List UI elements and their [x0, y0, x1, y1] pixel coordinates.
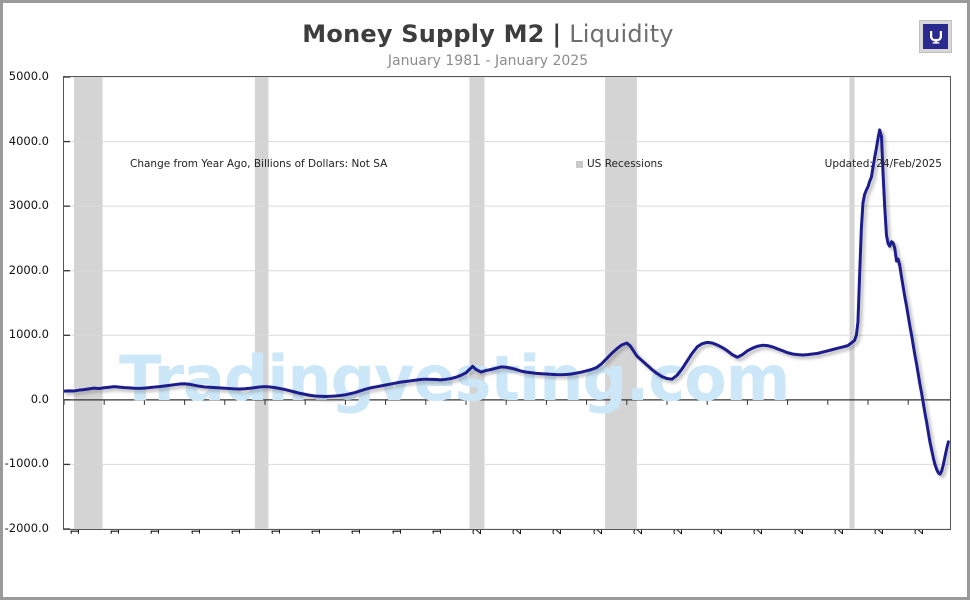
y-tick-label: 1000.0: [8, 327, 49, 342]
title-light: Liquidity: [569, 20, 674, 48]
y-tick-label: 3000.0: [8, 198, 49, 213]
title-bold: Money Supply M2: [302, 20, 545, 48]
recession-bands: [74, 77, 855, 529]
page-title: Money Supply M2 | Liquidity: [3, 20, 970, 48]
legend-label-us-recessions: US Recessions: [587, 158, 663, 170]
y-tick-marks: [64, 77, 70, 529]
y-axis: 5000.0 4000.0 3000.0 2000.0 1000.0 0.0 -1000.0…: [3, 3, 59, 603]
legend: US Recessions: [576, 158, 663, 170]
data-series: [64, 128, 950, 476]
grid-lines: [64, 77, 950, 529]
logo-inner: [923, 24, 948, 49]
bull-head-logo: [919, 20, 952, 53]
x-tick-marks: [64, 399, 909, 405]
series-canvas: [64, 128, 950, 476]
y-tick-label: 2000.0: [8, 262, 49, 277]
chart-canvas: [64, 77, 950, 529]
y-tick-label: 5000.0: [8, 69, 49, 83]
y-tick-label: -1000.0: [4, 456, 49, 471]
units-label: Change from Year Ago, Billions of Dollar…: [130, 158, 388, 170]
y-tick-label: 4000.0: [8, 133, 49, 148]
bull-head-icon: [929, 30, 942, 44]
title-separator: |: [552, 20, 562, 48]
y-tick-label: 0.0: [30, 391, 49, 406]
updated-label: Updated: 24/Feb/2025: [824, 158, 942, 170]
y-tick-label: -2000.0: [4, 521, 49, 535]
legend-swatch-us-recessions: [576, 160, 583, 168]
plot-area: Tradingvesting.com Change from Year Ago,…: [63, 76, 951, 530]
page-subtitle: January 1981 - January 2025: [387, 53, 589, 69]
